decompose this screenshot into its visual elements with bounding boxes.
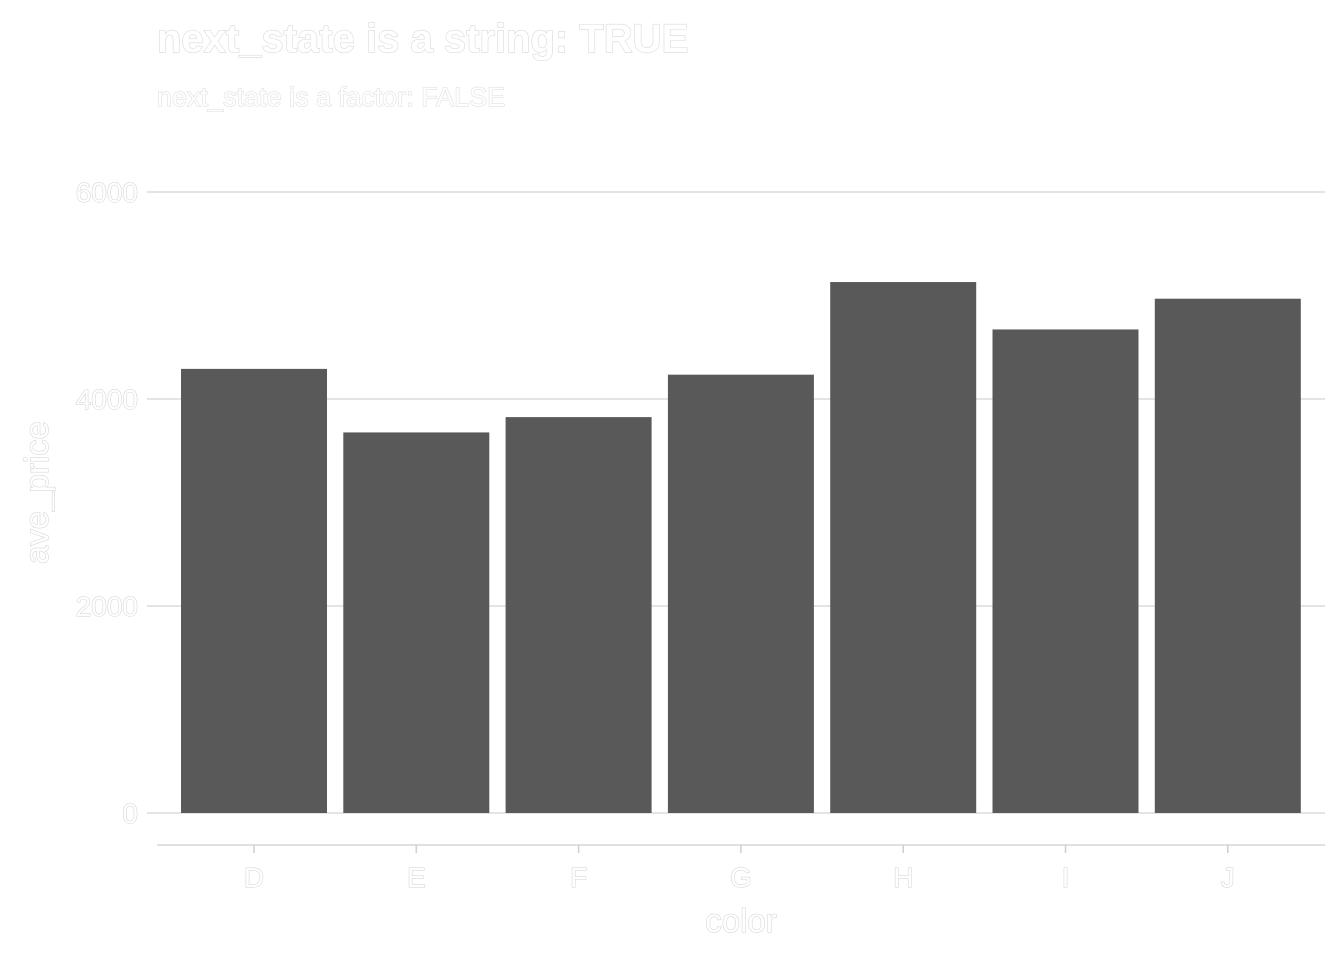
x-tick-label-D: D: [244, 862, 264, 893]
bars: [181, 282, 1301, 813]
x-axis-title: color: [705, 902, 777, 939]
bar-D: [181, 368, 327, 813]
bar-E: [343, 432, 490, 813]
bar-G: [667, 374, 814, 813]
x-tick-label-F: F: [570, 862, 587, 893]
x-tick-labels: D E F G H I J: [243, 845, 1235, 894]
y-tick-label-2: 4000: [76, 384, 138, 415]
bar-F: [505, 417, 652, 813]
y-tick-label-1: 2000: [76, 591, 138, 622]
x-tick-label-H: H: [893, 862, 913, 893]
y-tick-labels: 0 2000 4000 6000: [75, 177, 138, 830]
y-axis-title: ave_price: [18, 421, 55, 564]
x-tick-label-J: J: [1221, 862, 1235, 893]
bar-I: [992, 329, 1139, 813]
chart-subtitle: next_state is a factor: FALSE: [157, 82, 505, 112]
bar-J: [1154, 298, 1301, 813]
y-tick-label-3: 6000: [76, 177, 138, 208]
y-tick-label-0: 0: [122, 798, 138, 829]
bar-H: [830, 282, 977, 813]
x-tick-label-E: E: [407, 862, 426, 893]
chart-title: next_state is a string: TRUE: [157, 17, 688, 61]
x-tick-label-I: I: [1062, 862, 1070, 893]
x-tick-label-G: G: [730, 862, 752, 893]
